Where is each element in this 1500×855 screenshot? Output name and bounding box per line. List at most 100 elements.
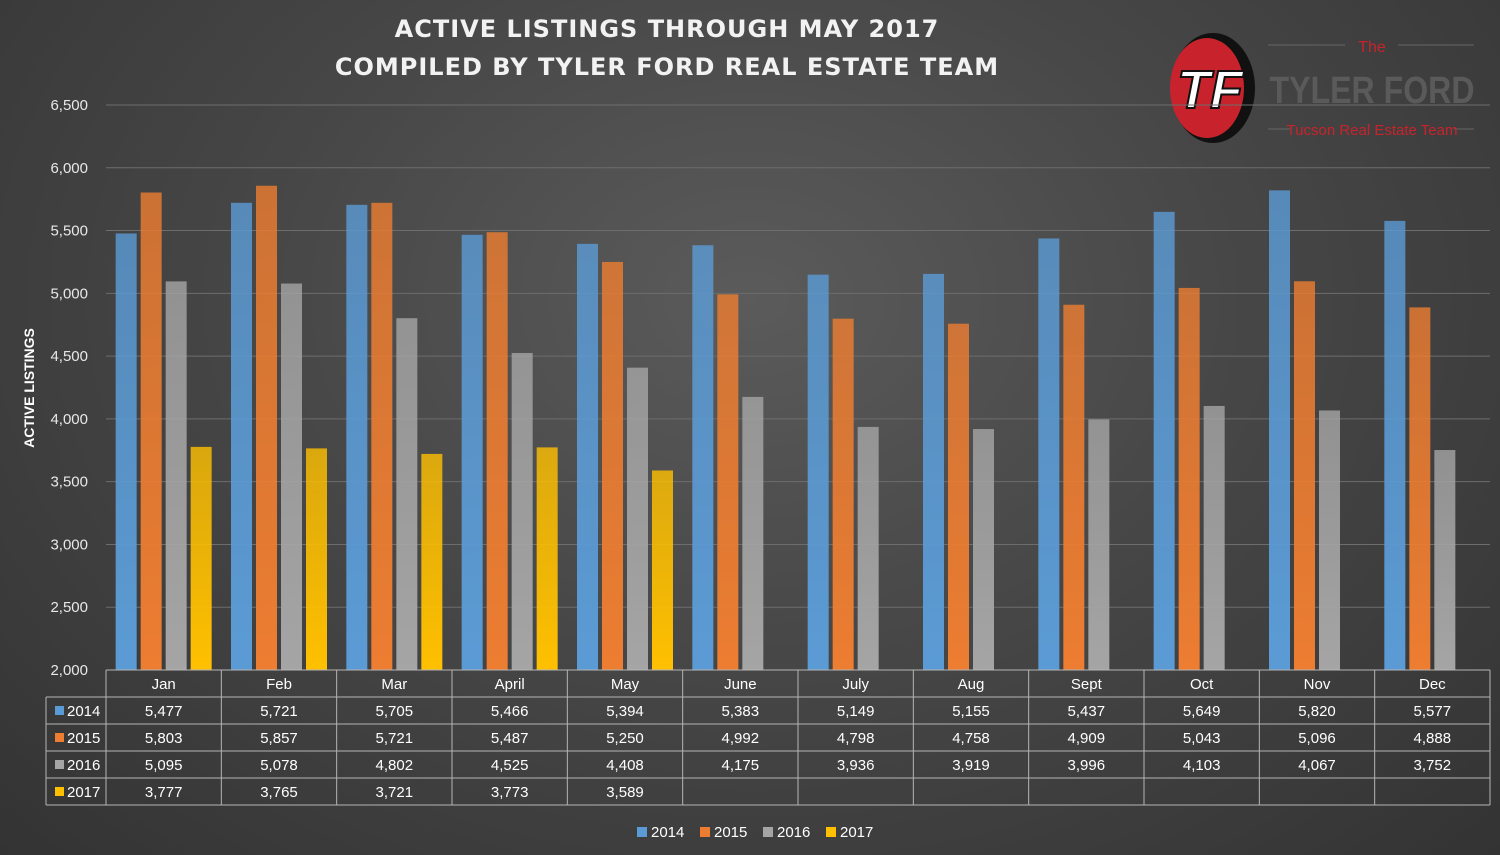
data-label: 5,477	[145, 703, 183, 720]
data-label: 3,777	[145, 784, 183, 801]
legend: 2014 2015 2016 2017	[637, 824, 873, 841]
data-label: 3,936	[837, 757, 875, 774]
bar-2014-feb	[231, 202, 252, 670]
data-label: 4,888	[1414, 730, 1452, 747]
data-label: 4,067	[1298, 757, 1336, 774]
bar-2016-june	[742, 396, 764, 670]
y-tick-label: 3,500	[50, 474, 88, 491]
tyler-ford-logo: TF The TYLER FORD Tucson Real Estate Tea…	[1170, 33, 1475, 143]
bar-2015-june	[717, 294, 739, 670]
bar-2014-april	[461, 234, 483, 670]
data-label: 5,095	[145, 757, 183, 774]
chart-title: ACTIVE LISTINGS THROUGH MAY 2017	[395, 15, 940, 43]
data-label: 5,857	[260, 730, 298, 747]
data-label: 4,909	[1068, 730, 1106, 747]
data-label: 3,589	[606, 784, 644, 801]
data-label: 5,705	[376, 703, 414, 720]
table-legend-key-2014	[55, 706, 64, 715]
bar-2016-nov	[1319, 410, 1340, 670]
data-label: 5,149	[837, 703, 875, 720]
legend-key-2014	[637, 827, 647, 837]
bars	[115, 185, 1456, 671]
bar-2014-june	[692, 245, 714, 671]
table-series-name: 2015	[67, 730, 100, 747]
data-label: 5,250	[606, 730, 644, 747]
table-series-name: 2014	[67, 703, 100, 720]
data-label: 4,758	[952, 730, 990, 747]
data-label: 5,437	[1068, 703, 1106, 720]
data-label: 5,096	[1298, 730, 1336, 747]
data-label: 5,394	[606, 703, 644, 720]
y-tick-label: 4,500	[50, 348, 88, 365]
bar-2014-may	[577, 243, 598, 670]
data-label: 4,525	[491, 757, 529, 774]
table-legend-key-2015	[55, 733, 64, 742]
data-label: 5,820	[1298, 703, 1336, 720]
bar-2015-sept	[1063, 304, 1085, 670]
data-label: 4,408	[606, 757, 644, 774]
legend-key-2016	[763, 827, 773, 837]
y-tick-label: 5,500	[50, 223, 88, 240]
data-label: 3,765	[260, 784, 298, 801]
bar-2016-dec	[1434, 450, 1456, 670]
bar-2014-sept	[1038, 238, 1060, 670]
table-series-name: 2017	[67, 784, 100, 801]
bar-2015-april	[486, 232, 508, 670]
x-tick-label: May	[611, 676, 640, 693]
x-tick-label: June	[724, 676, 757, 693]
bar-2016-july	[857, 426, 879, 670]
bar-2015-oct	[1178, 287, 1200, 670]
bar-2016-sept	[1088, 419, 1110, 670]
data-label: 5,155	[952, 703, 990, 720]
bar-2015-jan	[140, 192, 162, 671]
chart-subtitle: COMPILED BY TYLER FORD REAL ESTATE TEAM	[335, 53, 999, 81]
logo-the: The	[1358, 39, 1386, 56]
data-label: 3,721	[376, 784, 414, 801]
data-label: 4,103	[1183, 757, 1221, 774]
y-axis-ticks: 2,000 2,500 3,000 3,500 4,000 4,500 5,000 5,500…	[50, 97, 88, 679]
data-label: 3,773	[491, 784, 529, 801]
bar-2014-mar	[346, 204, 368, 671]
x-tick-label: Sept	[1071, 676, 1103, 693]
bar-2016-oct	[1203, 405, 1225, 670]
logo-tagline: Tucson Real Estate Team	[1287, 122, 1458, 139]
y-tick-label: 6,000	[50, 160, 88, 177]
y-tick-label: 6,500	[50, 97, 88, 114]
y-tick-label: 2,500	[50, 599, 88, 616]
y-axis-label: ACTIVE LISTINGS	[21, 328, 37, 448]
data-label: 3,919	[952, 757, 990, 774]
x-tick-label: Dec	[1419, 676, 1446, 693]
bar-2017-mar	[421, 453, 443, 670]
legend-key-2015	[700, 827, 710, 837]
bar-2015-aug	[948, 323, 969, 670]
bar-2016-aug	[973, 429, 994, 670]
y-tick-label: 3,000	[50, 536, 88, 553]
data-label: 5,577	[1414, 703, 1452, 720]
bar-2017-feb	[306, 448, 327, 670]
y-tick-label: 2,000	[50, 662, 88, 679]
bar-2014-july	[807, 274, 829, 670]
bar-2016-may	[627, 367, 648, 670]
data-label: 5,487	[491, 730, 529, 747]
x-tick-label: Mar	[381, 676, 407, 693]
bar-2015-mar	[371, 202, 393, 670]
y-tick-label: 4,000	[50, 411, 88, 428]
data-label: 5,649	[1183, 703, 1221, 720]
data-label: 4,802	[376, 757, 414, 774]
bar-2016-april	[511, 352, 533, 670]
bar-2015-dec	[1409, 307, 1431, 670]
data-label: 3,996	[1068, 757, 1106, 774]
bar-2015-nov	[1294, 281, 1315, 670]
data-label: 5,721	[376, 730, 414, 747]
legend-key-2017	[826, 827, 836, 837]
logo-monogram: TF	[1177, 60, 1245, 120]
bar-2014-jan	[115, 233, 137, 670]
logo-badge-inner	[1170, 38, 1244, 138]
bar-2016-jan	[165, 281, 187, 670]
legend-label: 2016	[777, 824, 810, 841]
bar-2017-april	[536, 447, 558, 670]
bar-2016-feb	[281, 283, 302, 670]
bar-2017-jan	[190, 446, 212, 670]
data-label: 3,752	[1414, 757, 1452, 774]
